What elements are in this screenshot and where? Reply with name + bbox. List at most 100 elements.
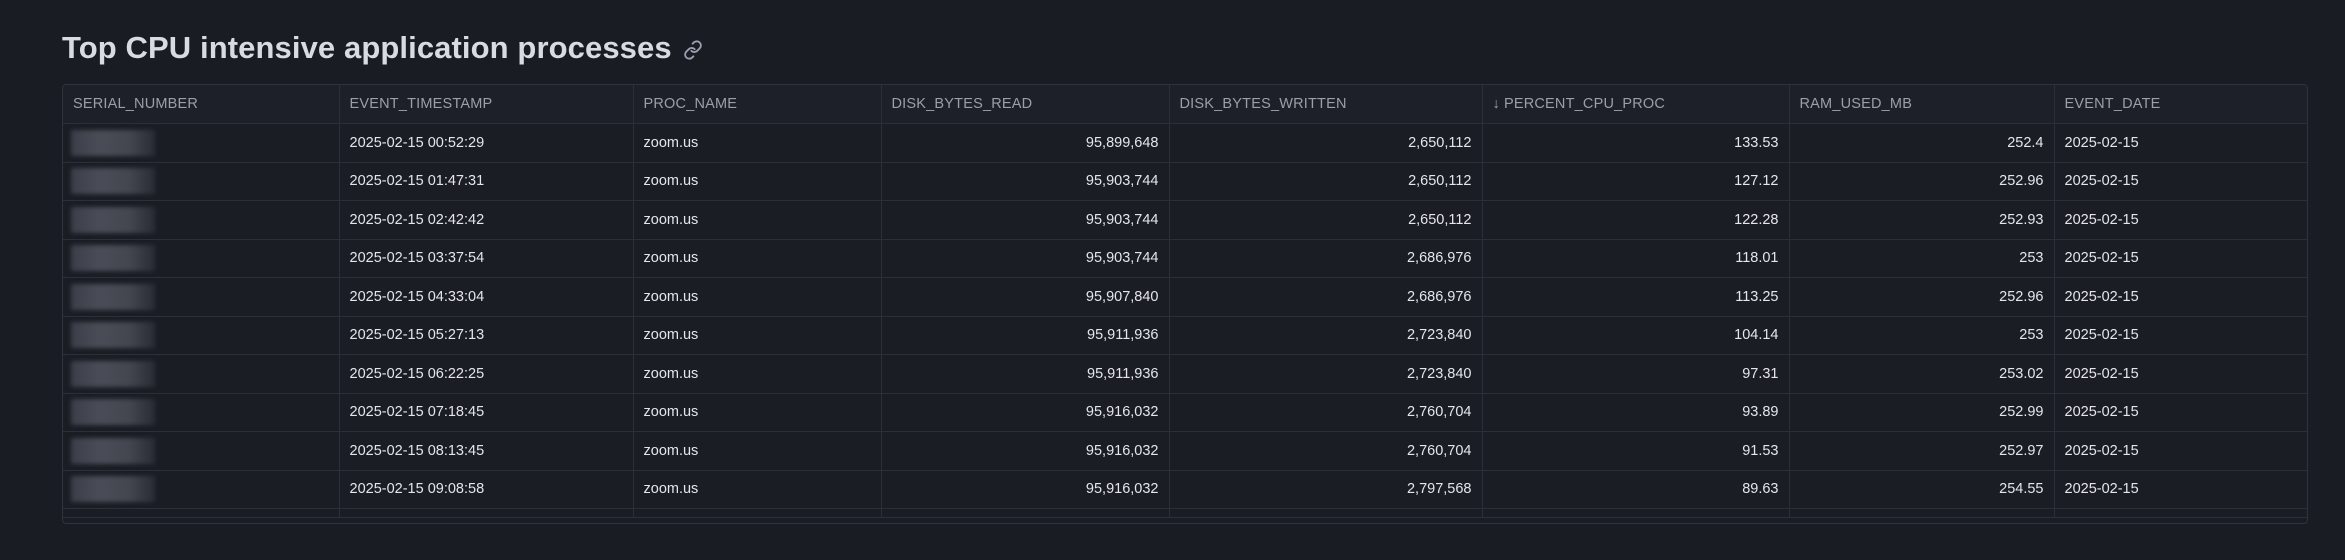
cell-proc: zoom.us (633, 162, 882, 201)
table-row[interactable]: 2025-02-15 02:42:42 zoom.us 95,903,744 2,65… (63, 200, 2307, 240)
cell-serial-number-redacted (63, 200, 340, 240)
table-row[interactable]: 2025-02-15 07:18:45 zoom.us 95,916,032 2,76… (63, 393, 2307, 432)
cell-written: 2,797,568 (1169, 470, 1483, 509)
table-row[interactable]: 2025-02-15 00:52:29 zoom.us 95,899,648 2,65… (63, 123, 2307, 163)
cell-read: 95,911,936 (881, 354, 1170, 394)
cell-empty (339, 508, 634, 518)
cell-cpu: 93.89 (1482, 393, 1790, 432)
redacted-blur (71, 206, 155, 233)
redacted-blur (71, 168, 155, 195)
cell-serial-number-redacted (63, 431, 340, 471)
cell-written: 2,723,840 (1169, 316, 1483, 355)
cell-ram: 252.99 (1789, 393, 2055, 432)
cell-read: 95,916,032 (881, 393, 1170, 432)
redacted-blur (71, 245, 155, 272)
cell-cpu: 104.14 (1482, 316, 1790, 355)
column-header-event-timestamp[interactable]: EVENT_TIMESTAMP (339, 85, 634, 124)
cell-empty (63, 508, 340, 518)
results-table: SERIAL_NUMBER EVENT_TIMESTAMP PROC_NAME … (63, 85, 2307, 518)
cell-ts: 2025-02-15 01:47:31 (339, 162, 634, 201)
cell-cpu: 91.53 (1482, 431, 1790, 471)
cell-serial-number-redacted (63, 123, 340, 163)
cell-written: 2,760,704 (1169, 431, 1483, 471)
redacted-blur (71, 437, 155, 464)
table-body: 2025-02-15 00:52:29 zoom.us 95,899,648 2,65… (63, 123, 2307, 518)
column-header-serial-number[interactable]: SERIAL_NUMBER (63, 85, 340, 124)
cell-cpu: 113.25 (1482, 277, 1790, 317)
arrow-down-icon: ↓ (1492, 96, 1500, 112)
cell-ts: 2025-02-15 08:13:45 (339, 431, 634, 471)
cell-proc: zoom.us (633, 470, 882, 509)
cell-written: 2,686,976 (1169, 277, 1483, 317)
cell-proc: zoom.us (633, 123, 882, 163)
cell-serial-number-redacted (63, 239, 340, 278)
cell-serial-number-redacted (63, 277, 340, 317)
cell-date: 2025-02-15 (2054, 162, 2307, 201)
column-header-disk-bytes-written[interactable]: DISK_BYTES_WRITTEN (1169, 85, 1483, 124)
table-row[interactable]: 2025-02-15 09:08:58 zoom.us 95,916,032 2,79… (63, 470, 2307, 509)
cell-proc: zoom.us (633, 239, 882, 278)
cell-date: 2025-02-15 (2054, 316, 2307, 355)
cell-empty (2054, 508, 2307, 518)
table-row[interactable]: 2025-02-15 06:22:25 zoom.us 95,911,936 2,72… (63, 354, 2307, 394)
page-title: Top CPU intensive application processes (62, 30, 672, 65)
cell-cpu: 127.12 (1482, 162, 1790, 201)
cell-serial-number-redacted (63, 393, 340, 432)
cell-written: 2,650,112 (1169, 162, 1483, 201)
cell-ts: 2025-02-15 05:27:13 (339, 316, 634, 355)
table-row[interactable]: 2025-02-15 08:13:45 zoom.us 95,916,032 2,76… (63, 431, 2307, 471)
cell-empty (1789, 508, 2055, 518)
cell-ts: 2025-02-15 04:33:04 (339, 277, 634, 317)
cell-ts: 2025-02-15 03:37:54 (339, 239, 634, 278)
cell-written: 2,686,976 (1169, 239, 1483, 278)
cell-written: 2,760,704 (1169, 393, 1483, 432)
cell-ts: 2025-02-15 02:42:42 (339, 200, 634, 240)
cell-read: 95,907,840 (881, 277, 1170, 317)
cell-empty (1169, 508, 1483, 518)
cell-ts: 2025-02-15 06:22:25 (339, 354, 634, 394)
cell-ram: 254.55 (1789, 470, 2055, 509)
cell-date: 2025-02-15 (2054, 123, 2307, 163)
cell-cpu: 89.63 (1482, 470, 1790, 509)
cell-read: 95,903,744 (881, 200, 1170, 240)
redacted-blur (71, 360, 155, 387)
cell-ram: 253 (1789, 316, 2055, 355)
cell-written: 2,650,112 (1169, 200, 1483, 240)
cell-proc: zoom.us (633, 316, 882, 355)
cell-read: 95,903,744 (881, 162, 1170, 201)
redacted-blur (71, 129, 155, 156)
cell-serial-number-redacted (63, 316, 340, 355)
redacted-blur (71, 322, 155, 349)
redacted-blur (71, 283, 155, 310)
cell-date: 2025-02-15 (2054, 393, 2307, 432)
table-row[interactable]: 2025-02-15 05:27:13 zoom.us 95,911,936 2,72… (63, 316, 2307, 355)
cell-empty (881, 508, 1170, 518)
cell-serial-number-redacted (63, 470, 340, 509)
cell-read: 95,916,032 (881, 470, 1170, 509)
cell-empty (1482, 508, 1790, 518)
cell-ram: 252.93 (1789, 200, 2055, 240)
cell-serial-number-redacted (63, 354, 340, 394)
table-row[interactable]: 2025-02-15 04:33:04 zoom.us 95,907,840 2,68… (63, 277, 2307, 317)
cell-proc: zoom.us (633, 354, 882, 394)
table-row[interactable]: 2025-02-15 01:47:31 zoom.us 95,903,744 2,65… (63, 162, 2307, 201)
column-header-ram-used-mb[interactable]: RAM_USED_MB (1789, 85, 2055, 124)
cell-date: 2025-02-15 (2054, 354, 2307, 394)
column-header-event-date[interactable]: EVENT_DATE (2054, 85, 2307, 124)
column-header-percent-cpu-proc[interactable]: ↓ PERCENT_CPU_PROC (1482, 85, 1790, 124)
cell-written: 2,723,840 (1169, 354, 1483, 394)
cell-date: 2025-02-15 (2054, 200, 2307, 240)
cell-date: 2025-02-15 (2054, 239, 2307, 278)
link-icon[interactable] (682, 39, 704, 61)
table-row[interactable]: 2025-02-15 03:37:54 zoom.us 95,903,744 2,68… (63, 239, 2307, 278)
cell-read: 95,916,032 (881, 431, 1170, 471)
cell-written: 2,650,112 (1169, 123, 1483, 163)
cell-read: 95,911,936 (881, 316, 1170, 355)
table-header-row: SERIAL_NUMBER EVENT_TIMESTAMP PROC_NAME … (63, 85, 2307, 124)
column-header-label: PERCENT_CPU_PROC (1503, 96, 1666, 112)
cell-date: 2025-02-15 (2054, 470, 2307, 509)
data-table[interactable]: SERIAL_NUMBER EVENT_TIMESTAMP PROC_NAME … (62, 84, 2308, 524)
column-header-disk-bytes-read[interactable]: DISK_BYTES_READ (881, 85, 1170, 124)
column-header-proc-name[interactable]: PROC_NAME (633, 85, 882, 124)
cell-empty (633, 508, 882, 518)
